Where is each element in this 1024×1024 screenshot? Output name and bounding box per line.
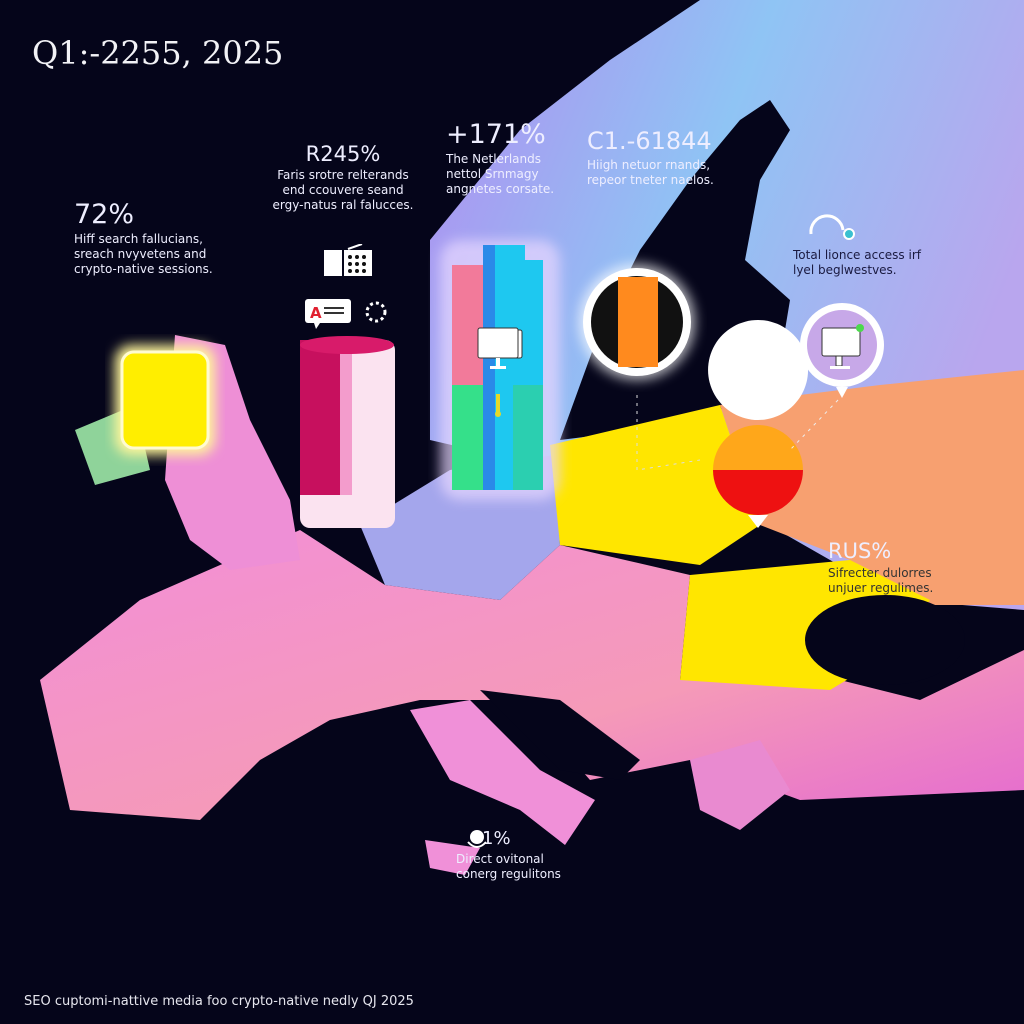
annotation-value: +171% <box>446 119 546 150</box>
annotation-line: Faris srotre relterands <box>277 168 409 182</box>
page-title: Q1:-2255, 2025 <box>32 34 284 72</box>
calculator-icon <box>324 244 372 276</box>
svg-text:A: A <box>310 304 322 322</box>
annotation-value: C1.-61844 <box>587 127 712 155</box>
annotation-1: 1% Direct ovitonal conerg regulitons <box>456 826 561 882</box>
search-ring-icon <box>809 214 855 240</box>
annotation-r245: R245% Faris srotre relterands end ccouve… <box>268 140 418 213</box>
annotation-line: nettol Srnmagy <box>446 167 539 181</box>
annotation-line: Hiigh netuor rnands, <box>587 158 711 172</box>
annotation-line: The Netlerlands <box>446 152 542 166</box>
adriatic-sea <box>480 690 640 780</box>
stacked-bar-cluster <box>452 245 543 490</box>
location-dot-icon <box>467 830 487 848</box>
text-bubble-icon: A <box>305 299 351 329</box>
annotation-line: unjuer regulimes. <box>828 581 934 595</box>
monitor-pin-icon <box>821 324 864 369</box>
annotation-line: lyel beglwestves. <box>793 263 897 277</box>
annotation-line: ergy-natus ral falucces. <box>272 198 414 212</box>
annotation-line: Total lionce access irf <box>793 248 921 262</box>
annotation-line: conerg regulitons <box>456 867 561 881</box>
annotation-line: Hiff search fallucians, <box>74 232 203 246</box>
footer-caption: SEO cuptomi-nattive media foo crypto-nat… <box>24 994 414 1009</box>
flag-pin-red[interactable] <box>708 320 809 528</box>
annotation-line: Direct ovitonal <box>456 852 544 866</box>
spinner-icon <box>365 301 387 323</box>
annotation-line: end ccouvere seand <box>282 183 404 197</box>
region-greece <box>690 740 790 830</box>
yellow-cylinder-bar <box>120 350 210 450</box>
annotation-171: +171% The Netlerlands nettol Srnmagy ang… <box>446 118 554 197</box>
region-sicily <box>425 840 480 875</box>
annotation-line: Sifrecter dulorres <box>828 566 932 580</box>
annotation-line: sreach nvyvetens and <box>74 247 207 261</box>
annotation-line: angnetes corsate. <box>446 182 555 196</box>
annotation-value: R245% <box>305 142 381 166</box>
region-mainland <box>40 530 1024 820</box>
monitor-icon <box>477 327 523 369</box>
tag-icon <box>495 394 501 417</box>
annotation-rus: RUS% Sifrecter dulorres unjuer regulimes… <box>828 536 933 596</box>
black-sea <box>805 595 965 685</box>
annotation-c1: C1.-61844 Hiigh netuor rnands, repeor tn… <box>587 124 714 188</box>
annotation-72: 72% Hiff search fallucians, sreach nvyve… <box>74 198 213 277</box>
region-italy <box>410 700 595 845</box>
annotation-value: RUS% <box>828 539 892 563</box>
annotation-value: 1% <box>482 828 511 849</box>
annotation-total-access: Total lionce access irf lyel beglwestves… <box>793 248 921 278</box>
annotation-line: repeor tneter naelos. <box>587 173 714 187</box>
region-poland <box>550 405 760 565</box>
annotation-line: crypto-native sessions. <box>74 262 213 276</box>
region-east <box>720 370 1024 605</box>
annotation-value: 72% <box>74 199 135 230</box>
